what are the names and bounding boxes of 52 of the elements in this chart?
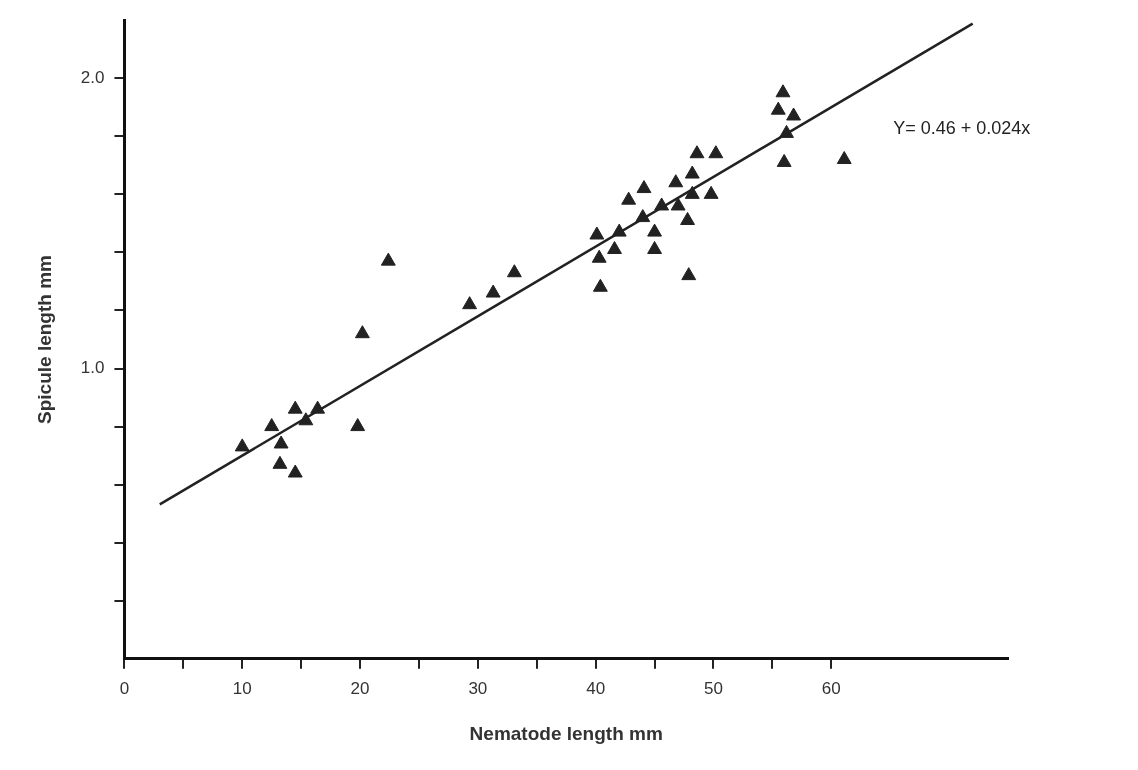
point xyxy=(287,464,303,478)
point xyxy=(354,325,370,339)
point xyxy=(264,418,280,432)
point xyxy=(647,223,662,237)
x-axis-title: Nematode length mm xyxy=(469,722,663,744)
x-tick-label: 30 xyxy=(468,678,488,698)
point xyxy=(689,145,705,159)
point xyxy=(708,145,724,159)
point xyxy=(298,412,314,426)
point xyxy=(621,191,637,205)
point xyxy=(668,174,684,188)
point xyxy=(654,197,670,211)
x-tick-label: 40 xyxy=(586,678,606,698)
point xyxy=(607,241,622,255)
point xyxy=(635,209,651,223)
point xyxy=(775,84,791,98)
point xyxy=(779,124,794,138)
point xyxy=(680,211,695,225)
point xyxy=(591,249,607,263)
x-tick-label: 60 xyxy=(821,678,841,698)
point xyxy=(703,185,719,199)
point xyxy=(380,252,396,266)
x-tick-label: 0 xyxy=(119,678,130,698)
point xyxy=(770,101,786,115)
point xyxy=(836,151,852,165)
y-axis-title: Spicule length mm xyxy=(33,255,55,424)
point xyxy=(776,153,792,167)
point xyxy=(636,180,652,194)
point xyxy=(287,400,303,414)
point xyxy=(684,185,700,199)
point xyxy=(350,418,366,432)
point xyxy=(670,197,686,211)
x-tick-label: 50 xyxy=(704,678,723,698)
y-tick-label: 2.0 xyxy=(80,67,105,87)
x-tick-label: 20 xyxy=(350,678,370,698)
point xyxy=(647,241,662,255)
point xyxy=(272,455,288,469)
point xyxy=(273,435,289,449)
point xyxy=(310,400,326,414)
point xyxy=(462,296,478,310)
point xyxy=(611,223,627,237)
point xyxy=(684,165,700,179)
point xyxy=(234,438,250,452)
point xyxy=(786,107,802,121)
point xyxy=(592,278,608,292)
point xyxy=(681,267,697,281)
point xyxy=(506,264,522,278)
annotation: Y= 0.46 + 0.024x xyxy=(893,117,1031,138)
point xyxy=(589,226,605,240)
point xyxy=(485,284,501,298)
x-tick-label: 10 xyxy=(232,678,252,698)
y-tick-label: 1.0 xyxy=(80,358,105,378)
